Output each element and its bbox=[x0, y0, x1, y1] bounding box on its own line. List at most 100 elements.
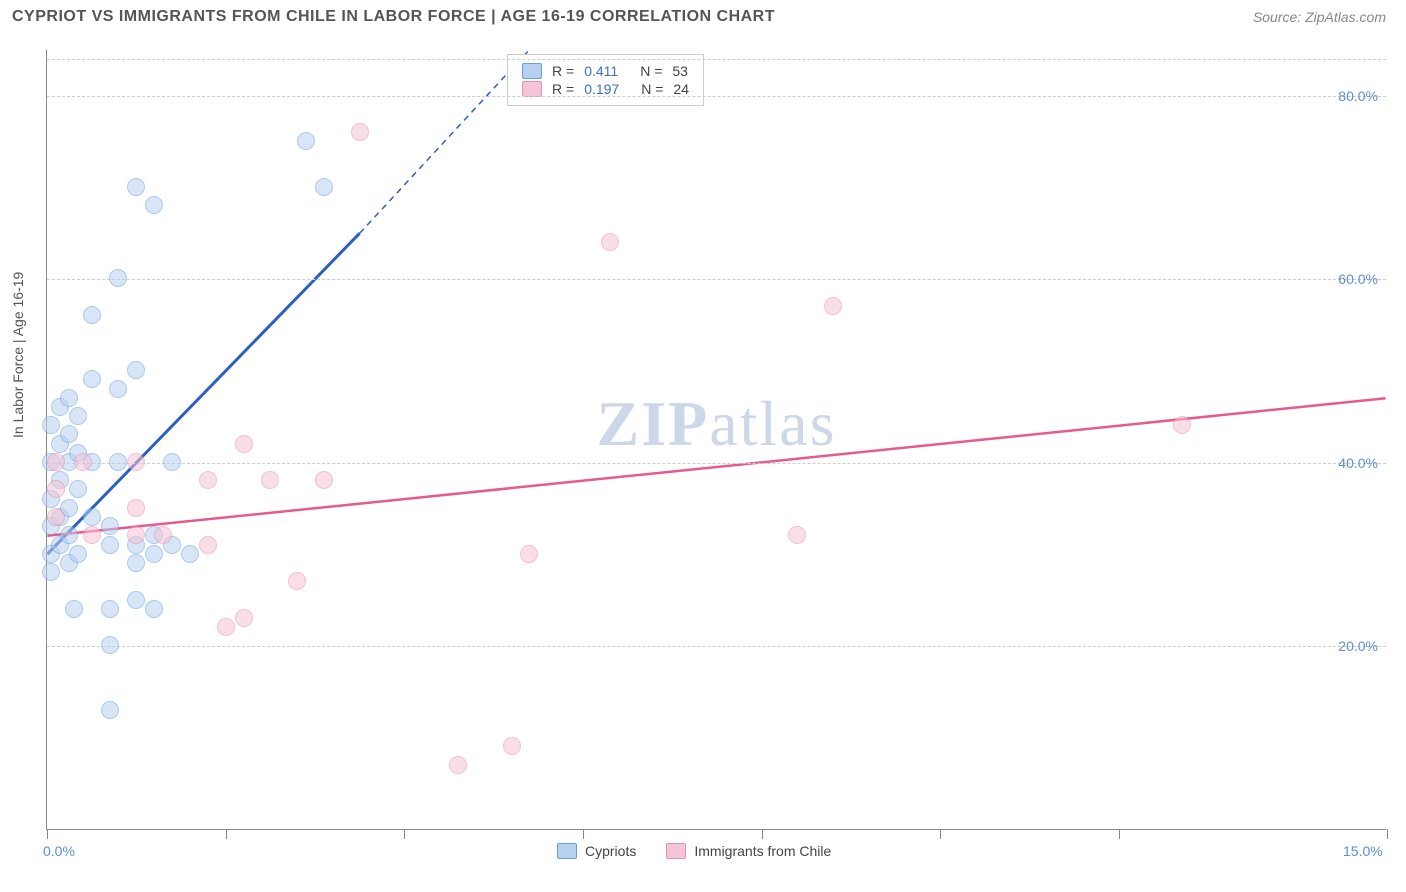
correlation-legend: R = 0.411 N = 53R = 0.197 N = 24 bbox=[507, 54, 704, 106]
data-point bbox=[60, 526, 78, 544]
data-point bbox=[788, 526, 806, 544]
data-point bbox=[83, 306, 101, 324]
data-point bbox=[199, 536, 217, 554]
data-point bbox=[127, 453, 145, 471]
r-value: 0.197 bbox=[584, 81, 619, 97]
data-point bbox=[217, 618, 235, 636]
data-point bbox=[127, 554, 145, 572]
data-point bbox=[235, 435, 253, 453]
gridline bbox=[47, 59, 1386, 60]
data-point bbox=[288, 572, 306, 590]
gridline bbox=[47, 646, 1386, 647]
data-point bbox=[69, 407, 87, 425]
watermark: ZIPatlas bbox=[597, 387, 837, 461]
scatter-chart: ZIPatlas R =0.411N =53R =0.197N =24 Cypr… bbox=[46, 50, 1386, 830]
legend-label: Immigrants from Chile bbox=[694, 843, 831, 859]
x-tick-label: 0.0% bbox=[43, 843, 75, 859]
x-tick bbox=[1387, 829, 1388, 839]
x-tick bbox=[47, 829, 48, 839]
y-axis-title: In Labor Force | Age 16-19 bbox=[10, 272, 26, 438]
data-point bbox=[127, 591, 145, 609]
x-tick bbox=[1119, 829, 1120, 839]
n-label: N = bbox=[641, 81, 663, 97]
data-point bbox=[83, 370, 101, 388]
legend-swatch bbox=[557, 843, 577, 859]
data-point bbox=[42, 563, 60, 581]
x-tick-label: 15.0% bbox=[1343, 843, 1383, 859]
data-point bbox=[42, 416, 60, 434]
data-point bbox=[163, 453, 181, 471]
data-point bbox=[60, 425, 78, 443]
y-tick-label: 80.0% bbox=[1338, 88, 1378, 104]
data-point bbox=[449, 756, 467, 774]
watermark-bold: ZIP bbox=[597, 388, 710, 459]
r-label: R = bbox=[552, 63, 574, 79]
legend-swatch bbox=[522, 63, 542, 79]
source-label: Source: ZipAtlas.com bbox=[1253, 9, 1386, 25]
data-point bbox=[297, 132, 315, 150]
gridline bbox=[47, 96, 1386, 97]
x-tick bbox=[226, 829, 227, 839]
n-value: 24 bbox=[673, 81, 689, 97]
legend-swatch bbox=[666, 843, 686, 859]
data-point bbox=[74, 453, 92, 471]
data-point bbox=[315, 178, 333, 196]
data-point bbox=[601, 233, 619, 251]
chart-title: CYPRIOT VS IMMIGRANTS FROM CHILE IN LABO… bbox=[12, 8, 775, 26]
data-point bbox=[65, 600, 83, 618]
y-tick-label: 60.0% bbox=[1338, 271, 1378, 287]
data-point bbox=[127, 361, 145, 379]
y-tick-label: 20.0% bbox=[1338, 638, 1378, 654]
n-value: 53 bbox=[672, 63, 688, 79]
data-point bbox=[520, 545, 538, 563]
data-point bbox=[101, 636, 119, 654]
legend-row: R = 0.411 N = 53 bbox=[522, 63, 689, 79]
data-point bbox=[154, 526, 172, 544]
gridline bbox=[47, 279, 1386, 280]
data-point bbox=[127, 526, 145, 544]
legend-item: Immigrants from Chile bbox=[666, 843, 831, 859]
data-point bbox=[824, 297, 842, 315]
data-point bbox=[503, 737, 521, 755]
data-point bbox=[101, 600, 119, 618]
data-point bbox=[101, 536, 119, 554]
data-point bbox=[145, 545, 163, 563]
data-point bbox=[69, 480, 87, 498]
data-point bbox=[109, 380, 127, 398]
data-point bbox=[235, 609, 253, 627]
data-point bbox=[60, 389, 78, 407]
x-tick bbox=[762, 829, 763, 839]
data-point bbox=[351, 123, 369, 141]
legend-swatch bbox=[522, 81, 542, 97]
data-point bbox=[47, 480, 65, 498]
legend-row: R =0.197N =24 bbox=[522, 81, 689, 97]
data-point bbox=[199, 471, 217, 489]
legend-item: Cypriots bbox=[557, 843, 636, 859]
data-point bbox=[47, 453, 65, 471]
data-point bbox=[69, 545, 87, 563]
y-tick-label: 40.0% bbox=[1338, 455, 1378, 471]
data-point bbox=[181, 545, 199, 563]
data-point bbox=[101, 701, 119, 719]
data-point bbox=[145, 196, 163, 214]
data-point bbox=[261, 471, 279, 489]
data-point bbox=[127, 499, 145, 517]
n-label: N = bbox=[640, 63, 662, 79]
data-point bbox=[315, 471, 333, 489]
data-point bbox=[83, 508, 101, 526]
legend-label: Cypriots bbox=[585, 843, 636, 859]
data-point bbox=[145, 600, 163, 618]
x-tick bbox=[583, 829, 584, 839]
data-point bbox=[47, 508, 65, 526]
gridline bbox=[47, 463, 1386, 464]
data-point bbox=[109, 453, 127, 471]
r-value: 0.411 bbox=[584, 63, 618, 79]
data-point bbox=[1173, 416, 1191, 434]
data-point bbox=[109, 269, 127, 287]
series-legend: Cypriots Immigrants from Chile bbox=[557, 843, 831, 859]
data-point bbox=[127, 178, 145, 196]
data-point bbox=[101, 517, 119, 535]
watermark-light: atlas bbox=[709, 388, 836, 459]
x-tick bbox=[404, 829, 405, 839]
chart-header: CYPRIOT VS IMMIGRANTS FROM CHILE IN LABO… bbox=[0, 0, 1406, 38]
